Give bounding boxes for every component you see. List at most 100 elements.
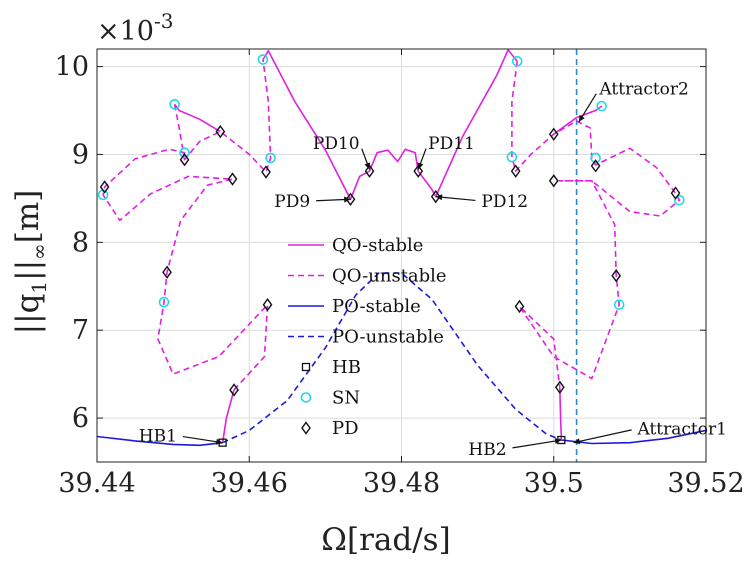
x-axis-label: Ω[rad/s] — [321, 522, 450, 558]
annotation-pd10: PD10 — [313, 134, 360, 154]
series-po-unstable — [222, 272, 562, 444]
y-label-unit: [m] — [10, 190, 46, 244]
legend-item: SN — [300, 388, 360, 409]
series-qo-unstable — [511, 61, 681, 388]
marker-pd — [554, 380, 565, 394]
x-tick-label: 39.52 — [667, 468, 744, 499]
marker-pd — [548, 174, 559, 188]
legend-label: PD — [332, 418, 359, 439]
marker-sn — [506, 151, 518, 163]
marker-pd — [670, 186, 681, 200]
marker-sn — [674, 194, 685, 206]
annotation-arrow — [435, 196, 476, 202]
annotation-arrowhead — [573, 438, 581, 445]
marker-pd — [430, 189, 441, 204]
annotation-arrow — [512, 439, 562, 449]
annotation-arrowhead — [554, 438, 562, 445]
marker-pd — [413, 164, 424, 178]
marker-sn — [257, 54, 269, 65]
legend-label: QO-stable — [332, 235, 423, 256]
svg-text:||q1||∞[m]: ||q1||∞[m] — [10, 190, 51, 335]
marker-pd — [510, 164, 521, 178]
marker-sn — [590, 152, 601, 164]
y-label-norm-close: || — [10, 260, 46, 281]
marker-sn — [265, 152, 276, 164]
annotation-arrow — [573, 429, 632, 444]
marker-pd — [162, 265, 172, 279]
series-group — [97, 49, 706, 447]
legend-swatch — [301, 362, 311, 372]
marker-pd — [590, 159, 601, 173]
legend-label: QO-unstable — [332, 266, 447, 287]
annotation-pd12: PD12 — [481, 192, 528, 212]
series-qo-stable — [173, 103, 221, 133]
series-qo-stable — [553, 105, 603, 135]
marker-pd — [514, 299, 525, 314]
marker-pd — [262, 298, 273, 312]
series-qo-unstable — [102, 59, 272, 391]
y-multiplier: ×10-3 — [97, 9, 173, 47]
annotation-arrowhead — [417, 162, 424, 170]
y-tick-label: 8 — [72, 227, 89, 258]
legend-item: PO-unstable — [288, 327, 444, 348]
legend-item: PD — [301, 418, 359, 439]
annotation-arrowhead — [578, 114, 585, 122]
legend-item: QO-stable — [288, 235, 423, 256]
y-tick-label: 9 — [72, 139, 89, 170]
marker-pd — [179, 153, 190, 167]
y-axis-label: ||q1||∞[m] — [10, 190, 51, 335]
annotation-arrowhead — [364, 162, 371, 170]
y-multiplier-base: ×10 — [97, 16, 154, 47]
legend-label: PO-stable — [332, 296, 421, 317]
x-tick-label: 39.5 — [524, 468, 584, 499]
legend-swatch — [301, 421, 311, 435]
annotation-pd9: PD9 — [274, 192, 310, 212]
annotation-hb1: HB1 — [139, 427, 177, 447]
annotation-attractor2: Attractor2 — [598, 80, 688, 100]
x-tick-label: 39.46 — [211, 468, 288, 499]
annotation-hb2: HB2 — [468, 440, 506, 460]
markers-group — [97, 54, 685, 447]
annotations-group: Attractor2 Attractor1 HB1 HB2 PD9 PD10 PD11 PD1… — [139, 80, 727, 460]
legend-swatch — [300, 392, 312, 403]
marker-pd — [215, 124, 226, 139]
x-tick-label: 39.48 — [363, 468, 440, 499]
marker-pd — [99, 180, 110, 194]
marker-pd — [548, 127, 559, 141]
y-tick-label: 6 — [72, 403, 89, 434]
y-label-inf: ∞ — [27, 243, 51, 260]
legend: QO-stable QO-unstable PO-stable PO-unstable… — [288, 235, 447, 439]
marker-pd — [229, 383, 239, 397]
marker-sn — [179, 147, 190, 158]
series-qo-stable — [559, 387, 563, 441]
annotation-arrowhead — [435, 194, 443, 201]
y-multiplier-exp: -3 — [154, 9, 173, 33]
y-label-norm-open: ||q — [10, 294, 46, 335]
legend-item: HB — [301, 357, 361, 378]
marker-pd — [227, 172, 238, 186]
marker-sn — [596, 100, 608, 112]
series-po-stable — [97, 435, 223, 447]
marker-sn — [511, 56, 523, 67]
series-po-stable — [561, 429, 706, 445]
legend-label: HB — [332, 357, 361, 378]
annotation-attractor1: Attractor1 — [636, 420, 726, 440]
annotation-arrow — [182, 435, 223, 444]
marker-pd — [345, 192, 356, 206]
ticks-group: 39.44 39.46 39.48 39.5 39.52 6 7 8 9 10 — [55, 49, 745, 499]
legend-item: PO-stable — [288, 296, 421, 317]
marker-sn — [158, 296, 170, 308]
y-tick-label: 10 — [55, 52, 89, 83]
annotation-arrowhead — [344, 196, 351, 203]
legend-label: PO-unstable — [332, 327, 444, 348]
annotation-pd11: PD11 — [428, 134, 475, 154]
marker-sn — [613, 299, 625, 311]
marker-pd — [611, 269, 622, 283]
legend-label: SN — [332, 388, 360, 409]
annotation-arrowhead — [215, 438, 223, 445]
series-qo-stable — [221, 389, 235, 443]
y-label-subscript: 1 — [27, 281, 51, 294]
x-tick-label: 39.44 — [58, 468, 135, 499]
marker-pd — [364, 164, 375, 178]
